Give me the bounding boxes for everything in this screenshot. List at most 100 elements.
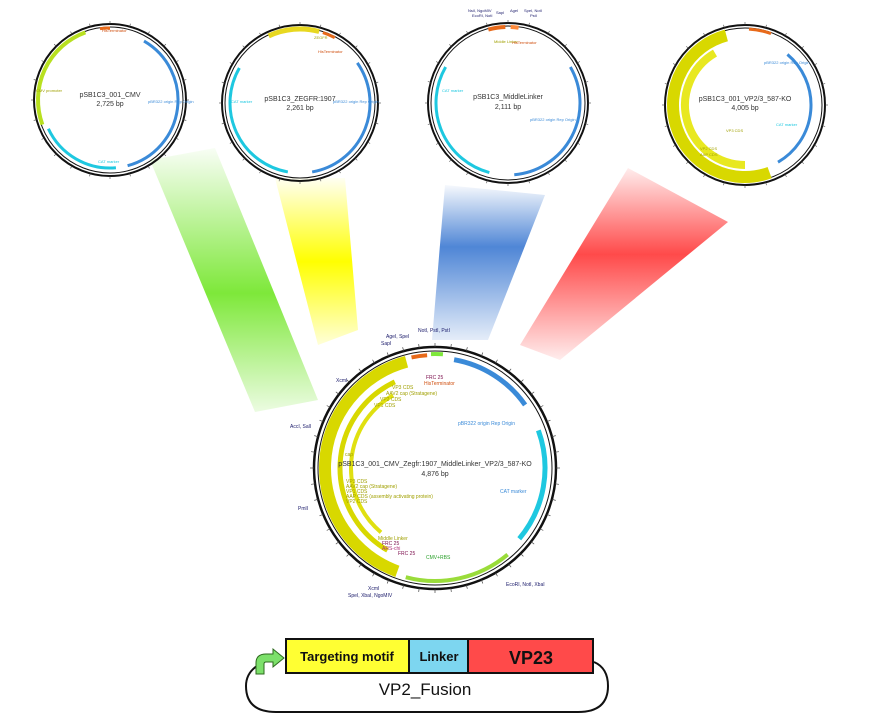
tick-mark	[367, 62, 371, 65]
main-plasmid-name: pSB1C3_001_CMV_Zegfr:1907_MiddleLinker_V…	[338, 461, 532, 468]
small-feature-labels: pBR322 origin Rep Origin CAT marker CMV …	[36, 28, 810, 164]
site-label: AgeI	[510, 8, 518, 13]
tick-mark	[41, 137, 45, 140]
tick-mark	[314, 435, 319, 438]
tick-mark	[259, 32, 262, 36]
site-label: XcmI	[336, 378, 347, 384]
tick-mark	[242, 45, 246, 49]
terminator-arc	[99, 26, 111, 31]
tick-mark	[367, 141, 371, 144]
site-label: SapI	[381, 341, 391, 347]
main-cat-arc	[517, 429, 548, 541]
feature-label: pBR322 origin Rep Origin	[333, 99, 379, 104]
tick-mark	[435, 142, 439, 145]
tick-mark	[547, 172, 550, 176]
tick-mark	[129, 23, 131, 27]
main-site-labels: NotI, PstI, PstI AgeI, SpeI SapI XcmI Ac…	[290, 328, 545, 599]
tick-mark	[495, 572, 498, 577]
tick-mark	[319, 178, 322, 182]
tick-mark	[338, 32, 341, 36]
tick-mark	[801, 161, 804, 164]
tick-mark	[723, 182, 725, 186]
zegfr-arc	[267, 26, 320, 39]
tick-mark	[70, 31, 73, 35]
tick-mark	[242, 157, 246, 161]
plasmid-size: 2,261 bp	[286, 105, 313, 112]
tick-mark	[686, 161, 689, 164]
tick-mark	[449, 159, 452, 162]
tick-mark	[765, 182, 767, 186]
yellow-beam	[275, 178, 358, 345]
feature-label: CAT marker	[231, 99, 253, 104]
tick-mark	[551, 498, 556, 501]
tick-mark	[686, 46, 689, 49]
tick-mark	[221, 81, 225, 84]
tick-mark	[585, 123, 589, 125]
tick-mark	[372, 359, 375, 364]
tick-mark	[822, 83, 826, 85]
tick-mark	[33, 119, 37, 121]
tick-mark	[311, 483, 316, 485]
tick-mark	[183, 119, 187, 121]
feature-label: AAV2 cap (Stratagene)	[346, 484, 397, 490]
tick-mark	[89, 23, 91, 27]
tick-mark	[229, 141, 233, 144]
tick-mark	[801, 46, 804, 49]
feature-label: HisTerminator	[424, 381, 455, 387]
tick-mark	[547, 30, 550, 34]
main-feature-labels: VP3 CDS AAV2 cap (Stratagene) VP2 CDS VP…	[345, 375, 527, 561]
tick-mark	[546, 419, 551, 423]
feature-label: FRC 25	[426, 375, 443, 381]
feature-label: HisTerminator	[512, 40, 537, 45]
site-label: NsiI, NgoMIV	[468, 8, 492, 13]
feature-label: VP3 CDS	[726, 128, 743, 133]
tick-mark	[784, 32, 787, 36]
tick-mark	[703, 174, 706, 178]
tick-mark	[528, 180, 530, 184]
plasmid-name: pSB1C3_001_VP2/3_587-KO	[699, 96, 792, 103]
plasmid-size: 2,111 bp	[495, 104, 521, 111]
linker-label: Linker	[419, 649, 458, 664]
main-inner-ring	[317, 350, 553, 586]
cat-arc	[47, 128, 117, 170]
plasmid-name: pSB1C3_MiddleLinker	[473, 94, 543, 101]
cat-arc	[228, 67, 289, 174]
tick-mark	[183, 79, 187, 81]
site-label: SpeI, XbaI, NgoMIV	[348, 593, 393, 599]
tick-mark	[163, 43, 167, 47]
feature-label: VP2 CDS	[346, 499, 368, 505]
tick-mark	[554, 483, 559, 485]
tick-mark	[175, 60, 179, 63]
tick-mark	[466, 30, 469, 34]
tick-mark	[375, 81, 379, 84]
tick-mark	[33, 79, 37, 81]
site-label: XcmI	[368, 586, 379, 592]
feature-label: AAP CDS	[700, 152, 718, 157]
tick-mark	[449, 44, 452, 47]
tick-mark	[221, 122, 225, 125]
tick-mark	[435, 61, 439, 64]
tick-mark	[554, 451, 559, 453]
feature-label: pBR322 origin Rep Origin	[148, 99, 194, 104]
tick-mark	[585, 81, 589, 83]
origin-arc	[311, 61, 372, 174]
plasmid-size: 4,005 bp	[731, 105, 758, 112]
tick-mark	[703, 32, 706, 36]
tick-mark	[530, 541, 535, 545]
tick-mark	[427, 123, 431, 125]
tick-mark	[326, 405, 331, 408]
feature-label: CMV promoter	[36, 88, 63, 93]
tick-mark	[319, 24, 322, 28]
tick-mark	[402, 584, 405, 589]
tick-mark	[528, 22, 530, 26]
tick-mark	[450, 344, 452, 349]
tick-mark	[41, 60, 45, 63]
site-label: EcoRI, NotI, XbaI	[506, 582, 545, 588]
terminator-arc	[748, 27, 772, 36]
site-label: SpeI, NotI	[524, 8, 542, 13]
feature-label: VP1 CDS	[374, 403, 396, 409]
site-label: PstI	[530, 13, 537, 18]
main-cap-arc	[319, 355, 409, 578]
tick-mark	[386, 579, 390, 584]
main-origin-arc	[453, 357, 528, 407]
